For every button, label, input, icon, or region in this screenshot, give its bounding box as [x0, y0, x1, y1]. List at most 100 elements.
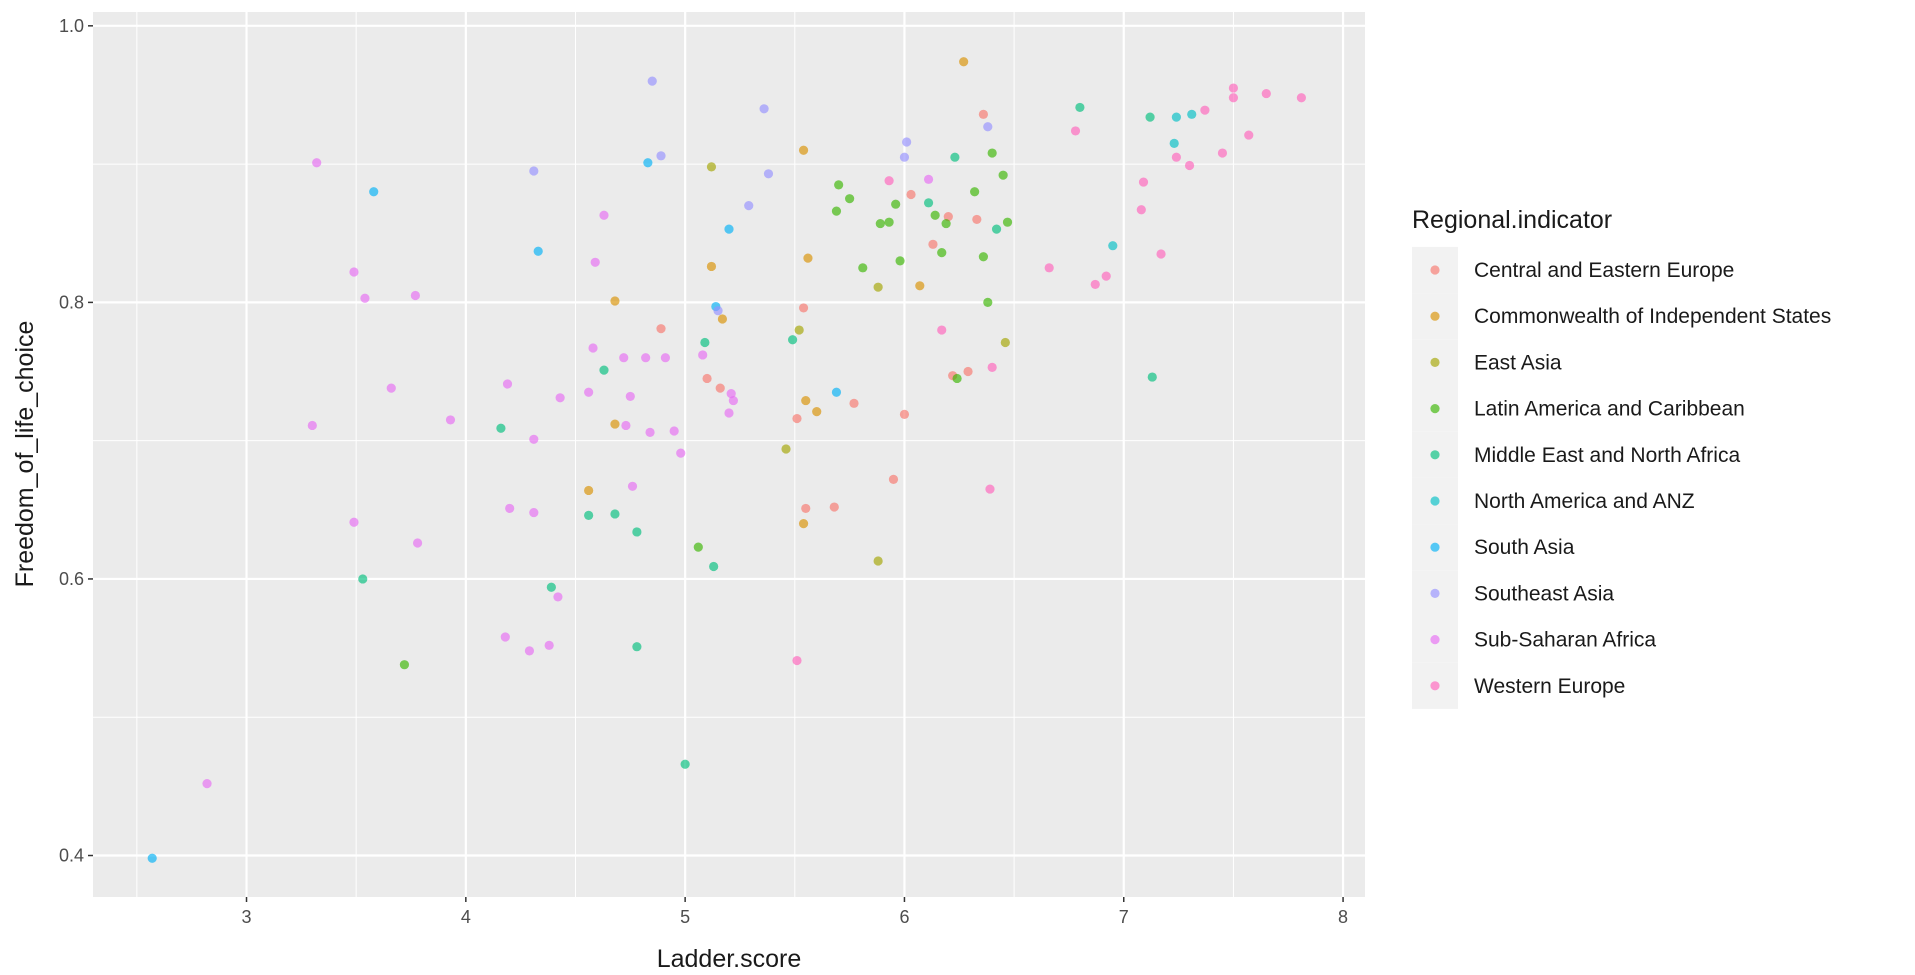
x-axis-ticks: 3 4 5 6 7 8 — [242, 897, 1348, 927]
point-sub-saharan-africa — [923, 174, 934, 184]
point-middle-east-and-north-africa — [1145, 112, 1155, 122]
x-tick-label: 3 — [242, 907, 252, 927]
data-points — [147, 57, 1306, 863]
point-central-and-eastern-europe — [928, 239, 938, 249]
x-tick-label: 7 — [1119, 907, 1129, 927]
point-western-europe — [1217, 148, 1228, 158]
point-sub-saharan-africa — [360, 293, 370, 303]
legend-key — [1430, 450, 1440, 460]
major-gridlines — [93, 12, 1365, 897]
point-sub-saharan-africa — [588, 343, 598, 353]
point-western-europe — [1244, 130, 1254, 140]
point-middle-east-and-north-africa — [632, 642, 642, 652]
y-axis-title: Freedom_of_life_choice — [11, 321, 39, 588]
point-western-europe — [1200, 105, 1210, 115]
point-western-europe — [1261, 88, 1271, 99]
legend-key — [1430, 265, 1440, 275]
point-east-asia — [706, 162, 717, 172]
point-sub-saharan-africa — [728, 395, 738, 406]
legend-key — [1430, 681, 1440, 691]
point-central-and-eastern-europe — [801, 503, 811, 514]
x-tick-label: 6 — [899, 907, 909, 927]
point-southeast-asia — [529, 166, 539, 176]
point-southeast-asia — [763, 169, 774, 179]
point-western-europe — [884, 176, 894, 186]
legend-label: North America and ANZ — [1474, 490, 1695, 513]
point-sub-saharan-africa — [307, 420, 317, 431]
point-western-europe — [1044, 263, 1054, 273]
point-southeast-asia — [759, 104, 769, 114]
y-tick-label: 0.4 — [59, 846, 84, 866]
y-tick-label: 0.6 — [59, 569, 84, 589]
point-middle-east-and-north-africa — [358, 574, 368, 584]
legend-label: East Asia — [1474, 351, 1562, 374]
point-middle-east-and-north-africa — [950, 152, 960, 162]
point-south-asia — [533, 246, 543, 256]
y-axis-ticks: 0.4 0.6 0.8 1.0 — [59, 16, 93, 866]
point-southeast-asia — [899, 152, 910, 162]
point-western-europe — [792, 655, 802, 666]
point-middle-east-and-north-africa — [1075, 102, 1085, 113]
point-middle-east-and-north-africa — [610, 509, 620, 519]
legend-key — [1430, 357, 1440, 367]
point-central-and-eastern-europe — [715, 383, 725, 393]
point-sub-saharan-africa — [529, 434, 539, 444]
point-south-asia — [724, 224, 734, 234]
point-middle-east-and-north-africa — [632, 527, 642, 537]
point-latin-america-and-caribbean — [978, 252, 989, 262]
point-commonwealth-of-independent-states — [812, 407, 822, 417]
point-central-and-eastern-europe — [656, 324, 666, 334]
point-western-europe — [1138, 177, 1149, 187]
point-commonwealth-of-independent-states — [798, 519, 809, 529]
point-western-europe — [1090, 279, 1100, 290]
legend-label: Central and Eastern Europe — [1474, 259, 1734, 282]
point-sub-saharan-africa — [412, 538, 423, 548]
point-middle-east-and-north-africa — [496, 423, 506, 433]
point-latin-america-and-caribbean — [845, 194, 855, 204]
point-sub-saharan-africa — [445, 415, 456, 425]
point-north-america-and-anz — [1169, 138, 1179, 148]
point-commonwealth-of-independent-states — [959, 57, 969, 67]
point-sub-saharan-africa — [724, 408, 734, 418]
point-middle-east-and-north-africa — [700, 337, 710, 348]
point-sub-saharan-africa — [553, 592, 563, 602]
point-middle-east-and-north-africa — [923, 198, 934, 208]
legend-label: Southeast Asia — [1474, 582, 1614, 605]
point-western-europe — [1101, 271, 1111, 281]
legend-label: Commonwealth of Independent States — [1474, 305, 1831, 328]
point-central-and-eastern-europe — [888, 474, 899, 484]
point-central-and-eastern-europe — [829, 502, 839, 512]
point-central-and-eastern-europe — [798, 303, 809, 313]
point-western-europe — [1136, 205, 1146, 215]
point-sub-saharan-africa — [584, 387, 594, 397]
legend-title: Regional.indicator — [1412, 206, 1612, 234]
legend-key — [1430, 588, 1440, 599]
point-western-europe — [937, 325, 947, 335]
point-sub-saharan-africa — [502, 379, 513, 389]
point-east-asia — [781, 444, 791, 454]
point-sub-saharan-africa — [641, 353, 651, 363]
point-central-and-eastern-europe — [899, 409, 910, 419]
point-southeast-asia — [647, 76, 657, 86]
point-southeast-asia — [983, 122, 993, 132]
point-latin-america-and-caribbean — [998, 170, 1008, 180]
x-tick-label: 5 — [680, 907, 690, 927]
point-central-and-eastern-europe — [792, 413, 802, 424]
point-central-and-eastern-europe — [943, 212, 953, 222]
point-sub-saharan-africa — [625, 391, 635, 402]
point-latin-america-and-caribbean — [930, 210, 940, 220]
point-middle-east-and-north-africa — [599, 365, 609, 375]
point-sub-saharan-africa — [669, 426, 679, 436]
point-middle-east-and-north-africa — [680, 759, 690, 769]
point-commonwealth-of-independent-states — [717, 314, 728, 324]
point-sub-saharan-africa — [529, 507, 539, 518]
y-tick-label: 0.8 — [59, 292, 84, 312]
point-sub-saharan-africa — [621, 420, 631, 431]
point-latin-america-and-caribbean — [941, 218, 951, 229]
point-western-europe — [1070, 126, 1081, 136]
point-sub-saharan-africa — [645, 427, 655, 437]
point-sub-saharan-africa — [386, 383, 396, 393]
point-central-and-eastern-europe — [849, 398, 859, 408]
point-western-europe — [1156, 249, 1166, 259]
